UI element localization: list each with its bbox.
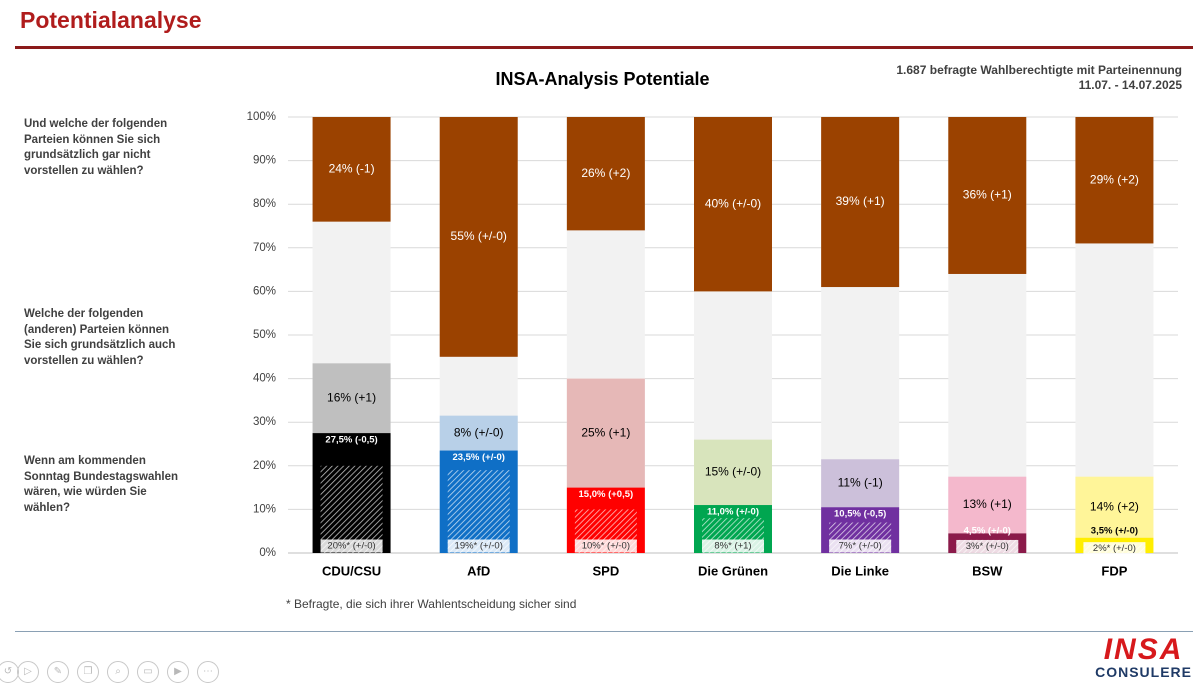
bar-excluded [1075, 117, 1154, 244]
question-potential: Welche der folgenden (anderen) Parteien … [24, 308, 176, 367]
label-sure-bg [956, 539, 1019, 553]
y-tick-label: 70% [253, 242, 276, 254]
label-excluded: 40% (+/-0) [705, 196, 761, 210]
survey-info: 1.687 befragte Wahlberechtigte mit Parte… [896, 63, 1182, 93]
insa-logo: INSA CONSULERE [1095, 633, 1192, 681]
bar-potential [694, 439, 772, 506]
label-sure: 19%* (+/-0) [455, 541, 503, 552]
y-tick-label: 10% [253, 503, 276, 515]
label-sure: 8%* (+1) [714, 541, 751, 552]
label-potential: 11% (-1) [838, 475, 883, 489]
label-sure-bg [447, 539, 510, 553]
label-sure-bg [829, 539, 892, 553]
bar-excluded [566, 117, 645, 231]
bar-sure-hatch [447, 470, 510, 553]
label-excluded: 29% (+2) [1090, 172, 1139, 186]
subtitles-icon[interactable]: ▭ [137, 661, 159, 683]
bar-sure-hatch [320, 465, 383, 553]
label-vote: 23,5% (+/-0) [452, 452, 505, 463]
survey-dates: 11.07. - 14.07.2025 [1078, 78, 1182, 92]
label-sure-bg [320, 539, 383, 553]
label-sure-bg [574, 539, 637, 553]
bar-potential [821, 459, 900, 508]
bar-excluded [948, 117, 1027, 274]
label-potential: 16% (+1) [327, 390, 376, 404]
pen-icon[interactable]: ✎ [47, 661, 69, 683]
bar-excluded [821, 117, 900, 288]
label-vote: 27,5% (-0,5) [325, 435, 377, 446]
y-tick-label: 60% [253, 285, 276, 297]
label-vote: 3,5% (+/-0) [1091, 526, 1138, 537]
label-sure: 10%* (+/-0) [582, 541, 630, 552]
bar-excluded [312, 117, 391, 222]
bar-potential [948, 476, 1027, 534]
label-sure: 2%* (+/-0) [1093, 543, 1136, 554]
label-sure: 20%* (+/-0) [327, 541, 375, 552]
y-tick-label: 50% [253, 329, 276, 341]
label-vote: 10,5% (-0,5) [834, 509, 886, 520]
logo-sub-text: CONSULERE [1095, 664, 1192, 680]
label-excluded: 24% (-1) [329, 161, 375, 175]
bar-excluded [694, 117, 772, 292]
y-tick-label: 40% [253, 373, 276, 385]
stacked-bar-chart: 0% 10% 20% 30% 40% 50% 60% 70% 80% 90% 100% 24% (-… [247, 111, 1178, 578]
label-sure: 7%* (+/-0) [839, 541, 882, 552]
label-sure: 3%* (+/-0) [966, 541, 1009, 552]
copy-icon[interactable]: ❐ [77, 661, 99, 683]
label-excluded: 55% (+/-0) [451, 229, 507, 243]
label-excluded: 36% (+1) [963, 188, 1012, 202]
label-sure-bg [1083, 542, 1146, 556]
y-tick-label: 100% [247, 111, 276, 123]
more-icon[interactable]: ⋯ [197, 661, 219, 683]
category-label: FDP [1101, 563, 1127, 578]
label-excluded: 39% (+1) [836, 194, 885, 208]
label-potential: 25% (+1) [581, 425, 630, 439]
y-tick-label: 30% [253, 416, 276, 428]
label-potential: 15% (+/-0) [705, 465, 761, 479]
bar-potential [312, 363, 391, 434]
label-vote: 4,5% (+/-0) [964, 526, 1011, 537]
play-icon[interactable]: ▷ [17, 661, 39, 683]
category-label: CDU/CSU [322, 563, 381, 578]
label-sure-bg [702, 539, 764, 553]
y-tick-label: 80% [253, 198, 276, 210]
label-potential: 8% (+/-0) [454, 425, 504, 439]
page-title: Potentialanalyse [20, 7, 202, 33]
survey-sample: 1.687 befragte Wahlberechtigte mit Parte… [896, 63, 1182, 77]
bar-potential [1075, 476, 1154, 538]
title-divider [15, 46, 1193, 49]
category-label: SPD [592, 563, 619, 578]
bar-excluded [439, 117, 518, 357]
category-label: AfD [467, 563, 490, 578]
y-tick-label: 90% [253, 155, 276, 167]
category-label: BSW [972, 563, 1003, 578]
zoom-icon[interactable]: ⌕ [107, 661, 129, 683]
bar-potential [566, 378, 645, 488]
question-excluded: Und welche der folgenden Parteien können… [24, 118, 168, 177]
question-vote-intention: Wenn am kommenden Sonntag Bundestagswahl… [24, 455, 178, 514]
y-tick-label: 0% [259, 547, 276, 559]
label-vote: 11,0% (+/-0) [707, 507, 759, 518]
bar-potential [439, 415, 518, 451]
chart-title: INSA-Analysis Potentiale [495, 69, 710, 89]
video-icon[interactable]: ▶ [167, 661, 189, 683]
y-tick-label: 20% [253, 460, 276, 472]
footnote: * Befragte, die sich ihrer Wahlentscheid… [286, 597, 577, 611]
category-label: Die Grünen [698, 563, 768, 578]
category-label: Die Linke [831, 563, 889, 578]
logo-main-text: INSA [1103, 633, 1184, 666]
label-potential: 13% (+1) [963, 497, 1012, 511]
bottom-divider [15, 631, 1193, 632]
label-potential: 14% (+2) [1090, 499, 1139, 513]
label-excluded: 26% (+2) [581, 166, 630, 180]
label-vote: 15,0% (+0,5) [579, 489, 634, 500]
